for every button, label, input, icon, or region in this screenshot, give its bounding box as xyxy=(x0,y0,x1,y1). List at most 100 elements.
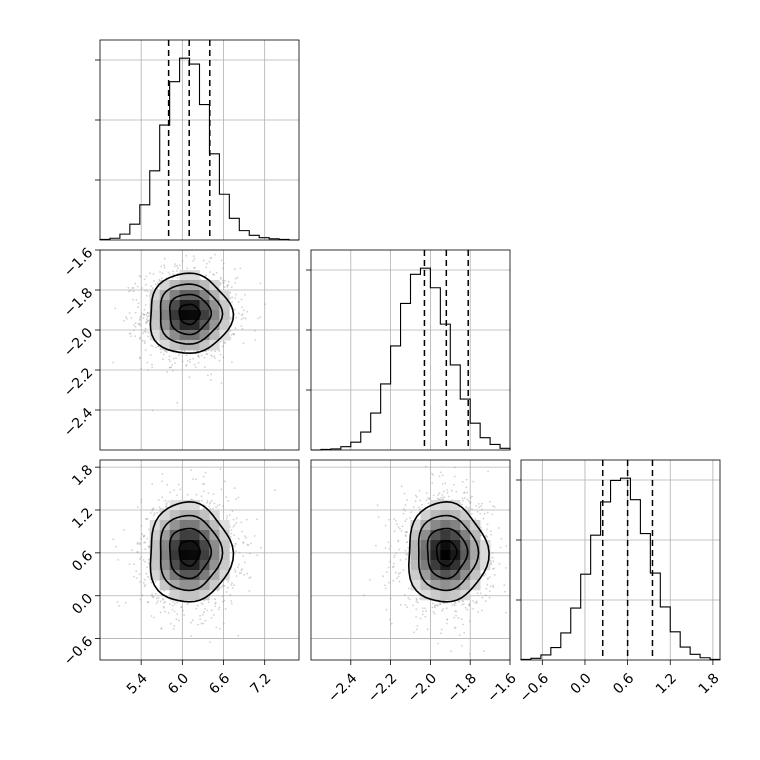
density-cell xyxy=(480,550,491,561)
sample-point xyxy=(445,622,448,625)
sample-point xyxy=(224,607,227,610)
y-tick-label: −1.6 xyxy=(61,245,96,280)
sample-point xyxy=(138,322,141,325)
density-cell xyxy=(169,530,180,541)
sample-point xyxy=(140,501,143,504)
sample-point xyxy=(125,316,127,318)
sample-point xyxy=(153,280,155,282)
sample-point xyxy=(127,290,130,293)
sample-point xyxy=(151,594,153,597)
sample-point xyxy=(222,600,224,603)
density-cell xyxy=(199,310,210,321)
sample-point xyxy=(453,604,456,607)
y-tick-label: −1.8 xyxy=(61,285,96,320)
sample-point xyxy=(202,490,205,493)
sample-point xyxy=(375,544,377,547)
density-cell xyxy=(149,530,160,541)
sample-point xyxy=(437,494,439,496)
sample-point xyxy=(466,498,469,501)
sample-point xyxy=(206,353,209,355)
density-cell xyxy=(179,330,190,341)
density-cell xyxy=(460,530,471,541)
sample-point xyxy=(208,505,211,508)
sample-point xyxy=(123,529,125,531)
sample-point xyxy=(210,609,213,612)
sample-point xyxy=(438,475,441,478)
density-cell xyxy=(169,560,180,571)
sample-point xyxy=(134,282,137,285)
sample-point xyxy=(131,287,134,289)
sample-point xyxy=(440,632,442,635)
sample-point xyxy=(161,272,164,275)
sample-point xyxy=(147,319,150,322)
sample-point xyxy=(193,349,196,352)
sample-point xyxy=(178,619,180,622)
sample-point xyxy=(393,554,396,556)
sample-point xyxy=(242,542,245,544)
sample-point xyxy=(185,363,188,366)
density-cell xyxy=(430,580,441,591)
density-cell xyxy=(219,570,230,581)
sample-point xyxy=(174,603,176,605)
density-cell xyxy=(460,510,471,521)
sample-point xyxy=(443,496,445,499)
sample-point xyxy=(455,491,458,493)
sample-point xyxy=(439,603,442,605)
sample-point xyxy=(143,330,146,333)
sample-point xyxy=(222,279,224,282)
density-cell xyxy=(189,340,200,351)
sample-point xyxy=(222,356,225,359)
sample-point xyxy=(144,584,147,586)
x-tick-label: 5.4 xyxy=(124,670,151,697)
sample-point xyxy=(154,283,157,286)
sample-point xyxy=(138,543,141,546)
sample-point xyxy=(223,341,226,344)
sample-point xyxy=(200,622,203,625)
density-cell xyxy=(209,510,220,521)
x-tick-label: −1.6 xyxy=(484,670,519,705)
sample-point xyxy=(384,587,387,590)
sample-point xyxy=(419,499,422,502)
x-tick-label: −2.0 xyxy=(405,670,440,705)
density-cell xyxy=(209,340,220,351)
density-cell xyxy=(219,320,230,331)
sample-point xyxy=(461,503,463,506)
sample-point xyxy=(146,601,149,603)
sample-point xyxy=(382,575,384,578)
sample-point xyxy=(440,628,443,631)
sample-point xyxy=(246,543,249,546)
sample-point xyxy=(406,531,408,533)
sample-point xyxy=(404,531,407,534)
sample-point xyxy=(408,587,410,590)
sample-point xyxy=(462,623,464,626)
sample-point xyxy=(134,325,137,328)
sample-point xyxy=(203,366,206,369)
x-tick-label: 1.2 xyxy=(653,670,680,697)
sample-point xyxy=(137,323,140,325)
density-cell xyxy=(169,340,180,351)
sample-point xyxy=(397,526,400,528)
sample-point xyxy=(139,598,142,601)
density-cell xyxy=(219,300,230,311)
sample-point xyxy=(180,606,183,609)
sample-point xyxy=(404,534,407,537)
sample-point xyxy=(223,585,226,587)
sample-point xyxy=(245,518,248,521)
density-cell xyxy=(450,540,461,551)
sample-point xyxy=(170,366,173,369)
sample-point xyxy=(489,576,491,579)
sample-point xyxy=(445,607,448,610)
density-cell xyxy=(149,560,160,571)
density-cell xyxy=(450,560,461,571)
sample-point xyxy=(163,589,166,592)
sample-point xyxy=(115,545,118,548)
sample-point xyxy=(152,345,155,348)
sample-point xyxy=(163,602,166,604)
sample-point xyxy=(165,505,167,508)
sample-point xyxy=(112,361,114,364)
sample-point xyxy=(185,254,188,257)
density-cell xyxy=(209,560,220,571)
density-cell xyxy=(440,540,451,551)
sample-point xyxy=(463,631,466,634)
density-cell xyxy=(430,500,441,511)
